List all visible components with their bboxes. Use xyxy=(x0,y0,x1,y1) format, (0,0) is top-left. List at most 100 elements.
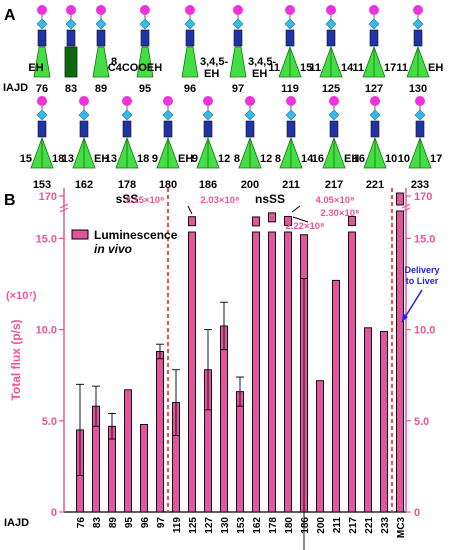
tail-label: EH xyxy=(28,62,43,74)
bar xyxy=(188,231,196,513)
delivery-note: Delivery to Liver xyxy=(401,265,440,323)
bar xyxy=(140,423,148,513)
structure-217: 16 EH 217 xyxy=(312,96,359,191)
x-tick-label: 125 xyxy=(188,517,199,534)
tail-label: EH xyxy=(344,153,359,165)
head-sphere xyxy=(37,5,47,15)
head-sphere xyxy=(203,96,213,106)
structure-89: 8 89 xyxy=(92,5,117,95)
core-block xyxy=(370,120,380,138)
tail-label: 11 xyxy=(268,62,280,74)
core-block xyxy=(285,29,295,47)
tail-label: EH xyxy=(94,153,109,165)
compound-id: 125 xyxy=(322,83,340,95)
core-block xyxy=(140,29,150,47)
structure-95: C4COOEH 95 xyxy=(108,5,162,95)
x-tick-label: 119 xyxy=(172,517,183,534)
annotation-label: 2.30×10⁸ xyxy=(320,208,359,219)
tail-label: 13 xyxy=(105,153,117,165)
y-tick-label-left: 0 xyxy=(51,507,57,519)
diamond-linker xyxy=(121,109,133,121)
diamond-linker xyxy=(162,109,174,121)
delivery-note-line2: to Liver xyxy=(406,276,439,286)
bar xyxy=(124,389,132,513)
tail-label: 9 xyxy=(152,153,158,165)
panel-b-chart: B 76 83 89 95 96 97 119 125 127 130 153 162 178 180 18… xyxy=(4,188,440,550)
core-block xyxy=(79,120,89,138)
chart-y-tick-labels: 0 0 5.0 5.0 10.0 10.0 15.0 15.0 170 170 xyxy=(36,191,436,519)
y-tick-label-right: 15.0 xyxy=(414,233,435,245)
annotation-label: 2.15×10⁸ xyxy=(125,195,164,206)
tail-label: 16 xyxy=(353,153,365,165)
diamond-linker xyxy=(139,18,151,30)
annotation-arrow xyxy=(187,205,193,215)
bar xyxy=(156,351,164,513)
structure-233: 10 17 233 xyxy=(398,96,442,191)
core-block xyxy=(66,29,76,47)
structure-178: 13 18 178 xyxy=(105,96,149,191)
head-sphere xyxy=(163,96,173,106)
compound-id: 76 xyxy=(36,83,48,95)
y-tick-label-right: 10.0 xyxy=(414,325,435,337)
compound-id: 130 xyxy=(409,83,427,95)
structure-186: 9 12 186 xyxy=(192,96,230,191)
compound-id: 233 xyxy=(411,179,429,191)
tail-cone xyxy=(229,46,247,78)
tail-label: 18 xyxy=(137,153,149,165)
diamond-linker xyxy=(369,109,381,121)
tail-block xyxy=(64,46,78,78)
tail-label: 11 xyxy=(309,62,321,74)
x-tick-label: MC3 xyxy=(396,517,407,539)
tail-label: 8 xyxy=(234,153,240,165)
delivery-arrow-head xyxy=(402,313,408,322)
tail-cone xyxy=(181,46,199,78)
head-sphere xyxy=(415,96,425,106)
compound-id: 180 xyxy=(159,179,177,191)
y-tick-label-left: 10.0 xyxy=(36,325,57,337)
compound-id: 217 xyxy=(325,179,343,191)
diamond-linker xyxy=(328,109,340,121)
legend-swatch xyxy=(71,229,89,240)
bar-cap xyxy=(268,212,276,223)
bar xyxy=(332,279,340,513)
core-block xyxy=(37,29,47,47)
head-sphere xyxy=(286,96,296,106)
y-tick-label-top: 170 xyxy=(414,191,432,203)
head-sphere xyxy=(369,5,379,15)
core-block xyxy=(369,29,379,47)
compound-id: 162 xyxy=(75,179,93,191)
x-axis-prefix: IAJD xyxy=(4,517,29,529)
tail-label: 3,4,5- xyxy=(200,56,228,68)
axis-break-mark xyxy=(59,203,69,209)
core-block xyxy=(185,29,195,47)
axis-break-mark xyxy=(59,207,69,213)
x-tick-label: 130 xyxy=(220,517,231,534)
tail-label: 10 xyxy=(385,153,397,165)
x-tick-label: 97 xyxy=(156,517,167,529)
core-block xyxy=(96,29,106,47)
chart-error-bars xyxy=(76,278,308,550)
head-sphere xyxy=(245,96,255,106)
tail-label: EH xyxy=(252,68,267,80)
diamond-linker xyxy=(232,18,244,30)
panel-b-label: B xyxy=(4,192,16,209)
x-tick-label: 186 xyxy=(300,517,311,534)
bar xyxy=(316,380,324,513)
x-tick-label: 95 xyxy=(124,517,135,529)
structure-83: 83 xyxy=(64,5,78,95)
compound-id: 83 xyxy=(65,83,77,95)
head-sphere xyxy=(66,5,76,15)
compound-id: 221 xyxy=(366,179,384,191)
annotation-arrow xyxy=(292,216,309,223)
group-label-sss: sSS xyxy=(116,192,139,206)
tail-label: 11 xyxy=(396,62,408,74)
head-sphere xyxy=(285,5,295,15)
y-tick-label-top: 170 xyxy=(39,191,57,203)
tail-label: 12 xyxy=(260,153,272,165)
structure-97: 3,4,5-EH 97 xyxy=(229,5,276,95)
y-axis-unit: (×10⁷) xyxy=(6,290,37,302)
head-sphere xyxy=(233,5,243,15)
